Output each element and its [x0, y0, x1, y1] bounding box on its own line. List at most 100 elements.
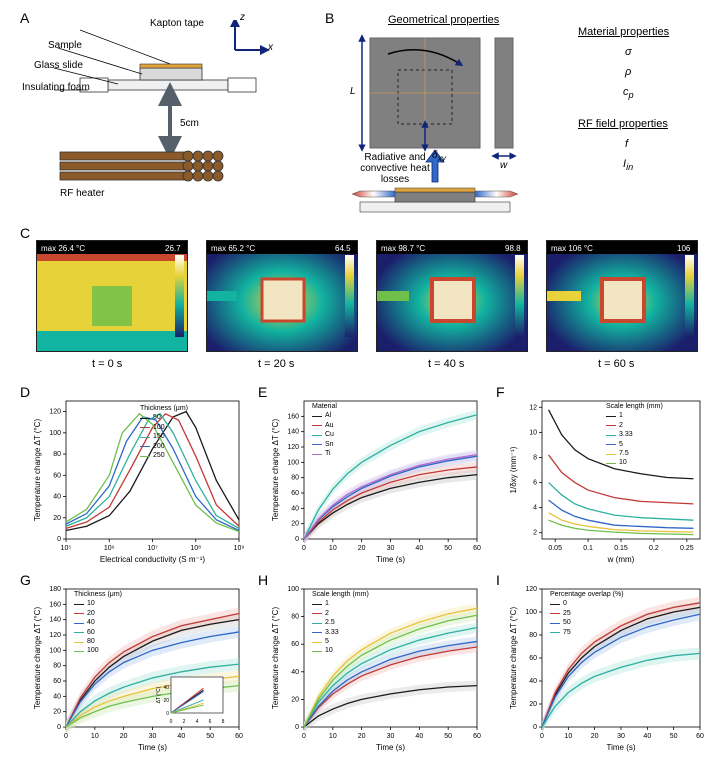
svg-text:60: 60 [473, 733, 481, 740]
mat-heading: Material properties [578, 26, 669, 38]
svg-text:max 65.2 °C: max 65.2 °C [211, 244, 255, 253]
svg-text:2: 2 [183, 719, 186, 725]
svg-text:120: 120 [49, 409, 61, 416]
svg-text:40: 40 [291, 505, 299, 512]
svg-text:60: 60 [53, 472, 61, 479]
w-label: w [500, 160, 507, 171]
svg-text:Temperature change ΔT (°C): Temperature change ΔT (°C) [271, 419, 280, 522]
svg-text:0: 0 [57, 724, 61, 731]
svg-text:0: 0 [295, 536, 299, 543]
svg-text:40: 40 [415, 733, 423, 740]
svg-text:50: 50 [670, 733, 678, 740]
svg-text:20: 20 [53, 709, 61, 716]
svg-text:0: 0 [170, 719, 173, 725]
svg-text:10: 10 [529, 429, 537, 436]
panel-b-label: B [325, 10, 334, 26]
f-label: f [625, 138, 628, 150]
svg-text:0.15: 0.15 [614, 545, 628, 552]
rho-label: ρ [625, 66, 631, 78]
panel-e-label: E [258, 384, 267, 400]
legend: Thickness (μm)1020406080100 [74, 591, 122, 657]
svg-text:0: 0 [166, 711, 169, 717]
svg-text:120: 120 [287, 444, 299, 451]
sigma-label: σ [625, 46, 632, 58]
svg-text:30: 30 [387, 545, 395, 552]
svg-text:20: 20 [291, 521, 299, 528]
svg-text:Electrical conductivity (S m⁻¹: Electrical conductivity (S m⁻¹) [100, 555, 205, 564]
heater-label: RF heater [60, 188, 104, 199]
svg-text:64.5: 64.5 [335, 244, 351, 253]
svg-text:180: 180 [49, 586, 61, 593]
axis-z-label: z [240, 12, 245, 23]
thermal-image-3: max 106 °C 106 [546, 240, 698, 352]
svg-text:10⁵: 10⁵ [61, 545, 72, 552]
panel-b-diagram [340, 30, 550, 230]
svg-text:6: 6 [533, 480, 537, 487]
svg-text:2: 2 [533, 530, 537, 537]
panel-i-label: I [496, 572, 500, 588]
svg-text:20: 20 [120, 733, 128, 740]
chart-F: 0.050.10.150.20.2524681012w (mm)1/δxy (m… [506, 395, 706, 565]
panel-h-label: H [258, 572, 268, 588]
svg-text:40: 40 [291, 669, 299, 676]
svg-text:max 98.7 °C: max 98.7 °C [381, 244, 425, 253]
svg-text:160: 160 [287, 413, 299, 420]
svg-text:Time (s): Time (s) [138, 743, 167, 752]
svg-text:20: 20 [291, 696, 299, 703]
svg-text:0.05: 0.05 [548, 545, 562, 552]
svg-text:0: 0 [64, 733, 68, 740]
legend: Thickness (μm)50100150200250 [140, 405, 188, 461]
panel-d-label: D [20, 384, 30, 400]
t1-label: t = 20 s [258, 358, 294, 370]
legend: Scale length (mm)122.53.33510 [312, 591, 369, 657]
radconv-label: Radiative and convective heat losses [345, 152, 445, 185]
svg-text:80: 80 [53, 663, 61, 670]
svg-text:80: 80 [291, 475, 299, 482]
svg-text:12: 12 [529, 404, 537, 411]
t0-label: t = 0 s [92, 358, 122, 370]
cp-label: cp [623, 86, 634, 100]
svg-text:10⁸: 10⁸ [190, 545, 201, 552]
svg-text:100: 100 [525, 609, 537, 616]
svg-text:100: 100 [287, 459, 299, 466]
svg-text:8: 8 [533, 454, 537, 461]
svg-text:120: 120 [525, 586, 537, 593]
svg-text:40: 40 [415, 545, 423, 552]
svg-text:30: 30 [149, 733, 157, 740]
svg-text:ΔT (°C): ΔT (°C) [156, 686, 162, 703]
svg-text:60: 60 [53, 678, 61, 685]
geom-heading: Geometrical properties [388, 14, 499, 26]
svg-text:0: 0 [533, 724, 537, 731]
svg-text:80: 80 [529, 632, 537, 639]
svg-text:0.25: 0.25 [680, 545, 694, 552]
svg-text:140: 140 [49, 617, 61, 624]
svg-text:30: 30 [387, 733, 395, 740]
legend: MaterialAlAuCuSnTi [312, 403, 337, 459]
legend: Scale length (mm)123.3357.510 [606, 403, 663, 469]
svg-text:100: 100 [49, 430, 61, 437]
sample-label: Sample [48, 40, 82, 51]
svg-text:60: 60 [291, 641, 299, 648]
svg-text:50: 50 [206, 733, 214, 740]
rf-heading: RF field properties [578, 118, 668, 130]
svg-text:60: 60 [473, 545, 481, 552]
svg-text:80: 80 [291, 614, 299, 621]
svg-text:40: 40 [643, 733, 651, 740]
svg-text:0: 0 [302, 733, 306, 740]
svg-text:0: 0 [302, 545, 306, 552]
svg-text:10⁹: 10⁹ [234, 545, 245, 552]
svg-text:106: 106 [677, 244, 691, 253]
svg-text:Temperature change ΔT (°C): Temperature change ΔT (°C) [271, 607, 280, 710]
panel-a-label: A [20, 10, 29, 26]
svg-text:1/δxy (mm⁻¹): 1/δxy (mm⁻¹) [509, 446, 518, 493]
t2-label: t = 40 s [428, 358, 464, 370]
svg-text:60: 60 [291, 490, 299, 497]
panel-f-label: F [496, 384, 505, 400]
Iin-label: Iin [623, 158, 633, 172]
svg-text:10: 10 [329, 733, 337, 740]
svg-text:140: 140 [287, 429, 299, 436]
svg-text:6: 6 [209, 719, 212, 725]
axis-x-label: x [268, 42, 273, 53]
svg-text:30: 30 [617, 733, 625, 740]
svg-text:80: 80 [53, 451, 61, 458]
